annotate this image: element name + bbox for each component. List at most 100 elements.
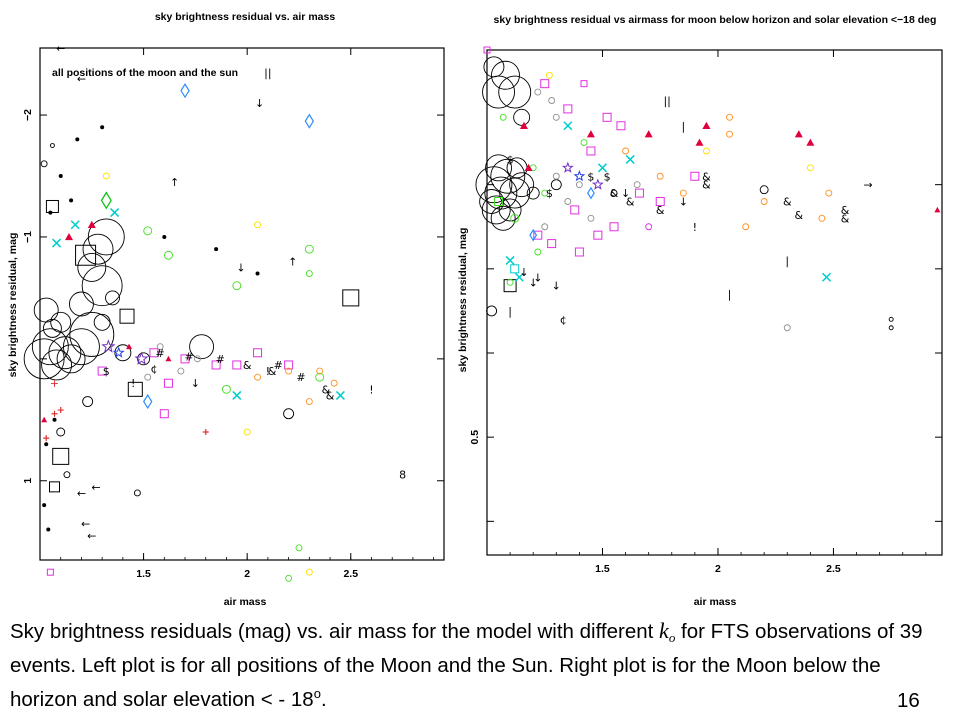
data-point-circle — [316, 367, 324, 375]
data-point-triangle — [524, 163, 533, 172]
data-point-triangle — [519, 121, 528, 129]
data-point-square — [163, 378, 173, 388]
data-point-glyph: # — [185, 350, 194, 363]
data-point-circle — [575, 181, 583, 189]
data-point-circle — [133, 489, 141, 497]
data-point-circle — [63, 471, 71, 479]
data-point-square — [232, 360, 242, 370]
data-point-square — [510, 264, 520, 274]
data-point-dot — [100, 125, 105, 130]
data-point-circle — [315, 372, 325, 382]
data-point-glyph: → — [863, 179, 872, 192]
data-point-square — [547, 239, 557, 249]
data-point-glyph: ¢ — [150, 363, 157, 376]
data-point-circle — [783, 324, 791, 332]
x-axis-label: air mass — [694, 596, 737, 608]
data-point-circle — [534, 88, 542, 96]
data-point-glyph: ← — [77, 72, 86, 85]
y-tick-label: 1 — [22, 478, 34, 484]
data-point-square — [180, 354, 190, 364]
data-point-circle — [541, 189, 549, 197]
x-tick-label: 1.5 — [136, 568, 151, 580]
data-point-glyph: || — [663, 95, 670, 108]
data-point-circle — [254, 373, 261, 381]
caption-k-subscript: o — [668, 630, 676, 645]
data-point-circle — [254, 221, 261, 229]
data-point-square — [149, 348, 159, 358]
data-point-cross — [514, 272, 524, 282]
data-point-circle — [726, 113, 733, 121]
data-point-circle — [243, 428, 251, 436]
data-point-circle — [48, 336, 82, 370]
data-point-circle — [283, 408, 295, 420]
data-point-glyph: | — [508, 305, 512, 318]
data-point-glyph: ← — [87, 530, 96, 543]
data-point-glyph: ! — [266, 365, 270, 378]
data-point-circle — [486, 305, 498, 317]
x-tick-label: 2 — [244, 568, 250, 580]
data-point-circle — [656, 172, 664, 180]
data-point-dot — [255, 271, 260, 276]
data-point-glyph: # — [156, 347, 165, 360]
data-point-circle — [818, 214, 826, 222]
data-point-cross — [52, 238, 62, 248]
data-point-circle — [49, 143, 55, 148]
data-point-glyph: & — [268, 365, 277, 378]
data-point-triangle — [806, 138, 815, 146]
data-point-circle — [679, 189, 687, 197]
data-point-circle — [499, 113, 507, 121]
data-point-square — [342, 289, 360, 307]
data-point-diamond — [100, 191, 112, 210]
data-point-square — [602, 112, 612, 122]
data-point-circle — [56, 427, 66, 437]
data-point-circle — [177, 367, 185, 375]
data-point-cross — [505, 255, 515, 265]
data-point-circle — [498, 198, 522, 222]
data-point-dot — [42, 503, 47, 508]
data-point-diamond — [304, 113, 315, 129]
data-point-circle — [82, 396, 94, 407]
data-point-glyph: & — [626, 196, 635, 209]
data-point-circle — [552, 172, 560, 180]
data-point-circle — [759, 185, 769, 195]
data-point-square — [45, 199, 59, 213]
data-point-triangle — [41, 416, 48, 423]
data-point-glyph: & — [243, 359, 252, 372]
data-point-triangle — [934, 206, 941, 213]
caption-part-3: . — [320, 688, 327, 711]
data-point-square — [593, 230, 603, 240]
data-point-circle — [330, 379, 338, 387]
data-point-glyph: & — [322, 383, 331, 396]
data-point-circle — [564, 198, 572, 205]
data-point-glyph: ↓ — [552, 280, 561, 293]
data-point-circle — [305, 270, 313, 277]
data-point-glyph: ↑ — [170, 176, 179, 189]
data-point-square — [580, 80, 588, 88]
x-axis-label: air mass — [224, 596, 267, 608]
data-point-glyph: ¢ — [560, 313, 567, 326]
data-point-glyph: + — [50, 377, 59, 390]
x-tick-label: 2 — [715, 563, 721, 575]
data-point-circle — [610, 189, 618, 197]
data-point-star — [112, 346, 125, 358]
data-point-circle — [285, 574, 293, 582]
data-point-circle — [222, 384, 231, 394]
data-point-glyph: ↓ — [191, 377, 200, 390]
data-point-circle — [483, 56, 505, 78]
data-point-dot — [162, 234, 167, 239]
data-point-circle — [304, 244, 314, 254]
data-point-plus — [51, 410, 58, 417]
data-point-circle — [156, 343, 164, 351]
y-tick-label: −2 — [22, 109, 34, 121]
data-point-circle — [56, 344, 86, 374]
data-point-glyph: $ — [604, 170, 611, 183]
data-point-glyph: # — [274, 359, 283, 372]
data-point-glyph: # — [216, 353, 225, 366]
data-point-circle — [69, 312, 115, 357]
data-point-glyph: & — [610, 187, 619, 200]
data-point-square — [119, 308, 135, 324]
data-point-circle — [305, 398, 313, 405]
data-point-circle — [481, 195, 511, 225]
data-point-triangle — [695, 138, 704, 146]
data-point-circle — [40, 160, 48, 168]
